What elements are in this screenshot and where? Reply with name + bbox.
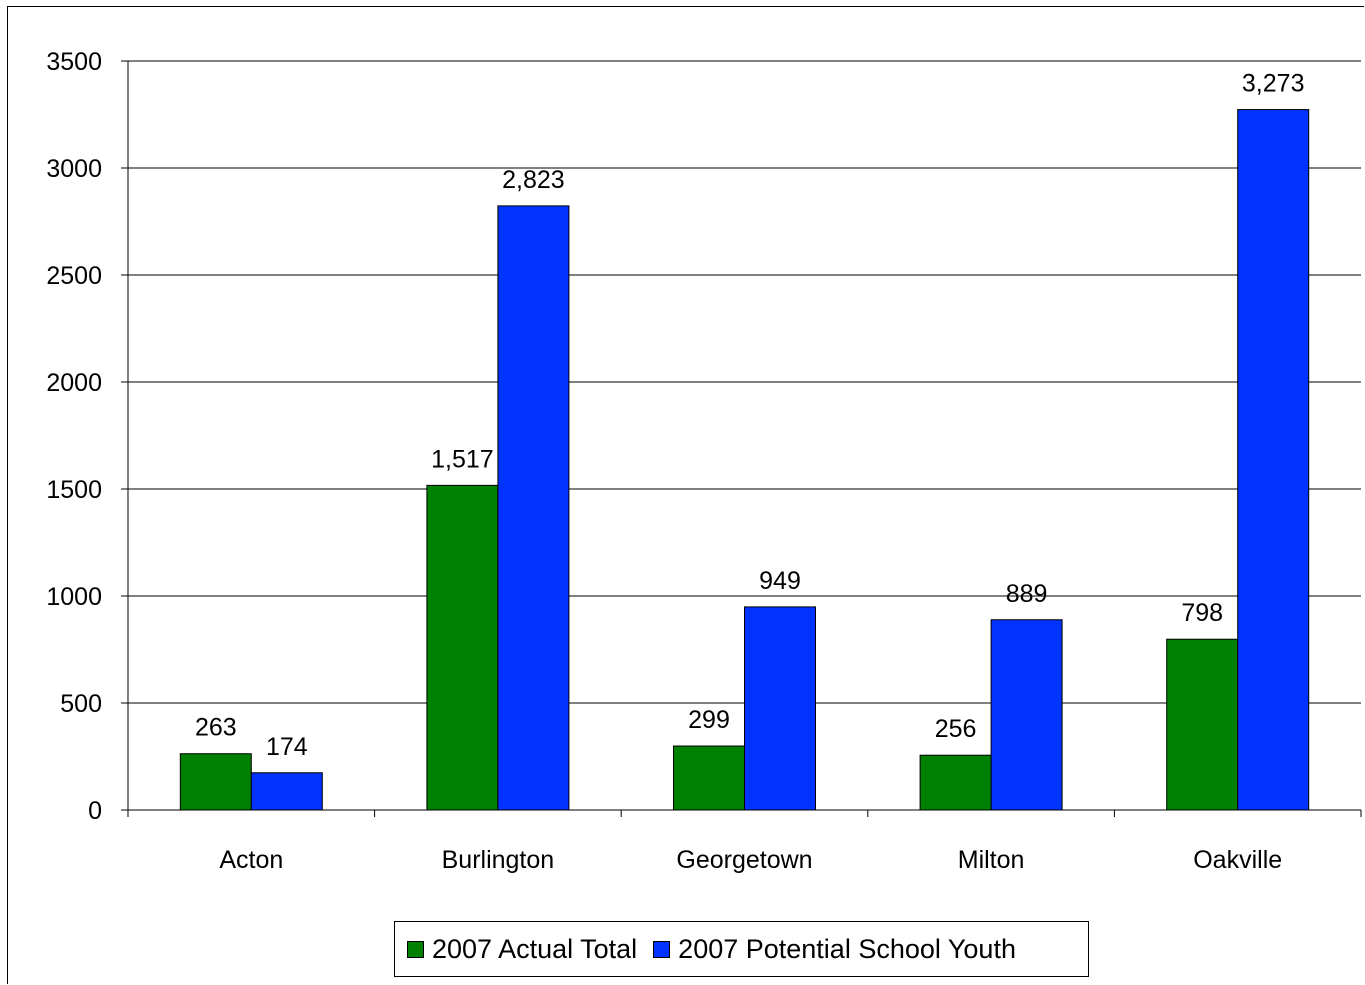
data-label: 263 [195, 714, 237, 742]
bar-actual-total [426, 484, 499, 811]
bar-actual-total [673, 745, 745, 811]
bars [179, 109, 1310, 811]
legend-item-actual-total: 2007 Actual Total [407, 934, 637, 965]
bar-chart: 0 500 1000 1500 2000 2500 3000 3500 263 174 Acton… [46, 48, 1362, 874]
x-tick-label: Oakville [1193, 846, 1282, 874]
legend-label-potential-school-youth: 2007 Potential School Youth [678, 933, 1016, 964]
legend: 2007 Actual Total 2007 Potential School … [394, 921, 1089, 977]
y-tick-label: 3000 [46, 155, 102, 183]
y-tick-label: 3500 [46, 48, 102, 76]
bar-potential-school-youth [744, 606, 816, 811]
bar-potential-school-youth [250, 772, 323, 811]
data-label: 889 [1006, 580, 1048, 608]
data-label: 949 [759, 567, 801, 595]
data-label: 798 [1181, 599, 1223, 627]
data-label: 299 [688, 706, 730, 734]
data-label: 256 [935, 715, 977, 743]
axes: 0 500 1000 1500 2000 2500 3000 3500 [46, 48, 1362, 825]
bar-potential-school-youth [1237, 109, 1310, 811]
data-label: 1,517 [431, 445, 494, 473]
y-tick-label: 1500 [46, 476, 102, 504]
y-tick-label: 2000 [46, 369, 102, 397]
data-label: 2,823 [502, 166, 565, 194]
labels: 263 174 Acton 1,517 2,823 Burlington 299 949 Geo… [195, 70, 1305, 874]
bar-potential-school-youth [990, 619, 1063, 811]
y-tick-label: 0 [88, 797, 102, 825]
data-label: 174 [266, 733, 308, 761]
bar-actual-total [179, 753, 252, 811]
x-tick-label: Georgetown [676, 846, 812, 874]
data-label: 3,273 [1242, 70, 1305, 98]
bar-actual-total [919, 754, 992, 811]
legend-item-potential-school-youth: 2007 Potential School Youth [653, 934, 1016, 965]
legend-swatch-potential-school-youth [653, 940, 671, 958]
chart-frame [7, 6, 1364, 984]
legend-label-actual-total: 2007 Actual Total [432, 933, 638, 964]
y-tick-label: 2500 [46, 262, 102, 290]
x-tick-label: Burlington [442, 846, 555, 874]
bar-actual-total [1166, 638, 1239, 811]
x-tick-label: Milton [958, 846, 1025, 874]
legend-swatch-actual-total [407, 940, 424, 958]
y-tick-label: 1000 [46, 583, 102, 611]
y-tick-label: 500 [60, 690, 102, 718]
bar-potential-school-youth [497, 205, 570, 811]
x-tick-label: Acton [219, 846, 283, 874]
